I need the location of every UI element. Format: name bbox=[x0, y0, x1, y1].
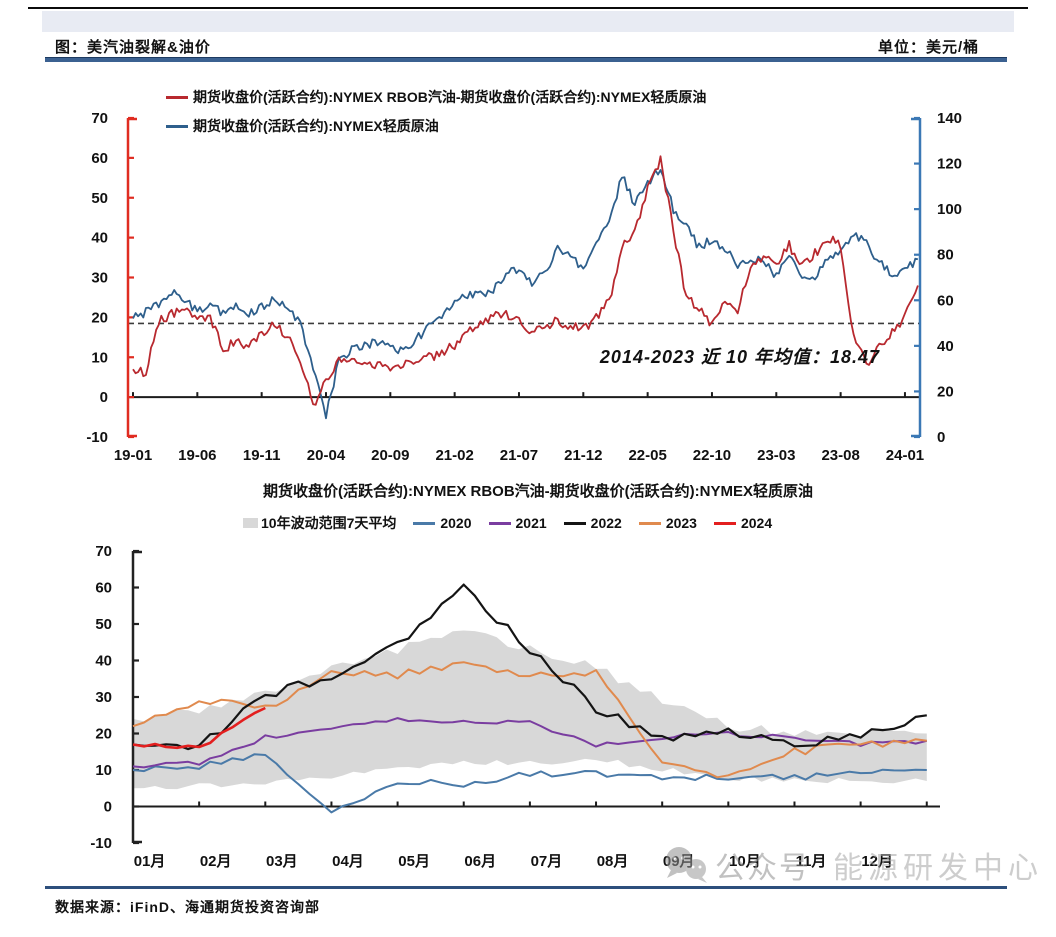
series-line-2024 bbox=[132, 706, 266, 750]
chart2-left-tick-label: 70 bbox=[95, 543, 112, 560]
chart1-x-label: 20-09 bbox=[371, 447, 409, 464]
legend-label: 2023 bbox=[665, 515, 697, 531]
legend-item-2022: 2022 bbox=[563, 515, 622, 531]
chart2-left-tick-label: -10 bbox=[90, 835, 112, 852]
chart1-x-label: 21-07 bbox=[500, 447, 538, 464]
chart1-x-label: 20-04 bbox=[307, 447, 346, 464]
chart2-left-tick-label: 20 bbox=[95, 726, 112, 743]
chart2-x-label: 01月 bbox=[134, 853, 166, 870]
legend-label: 2021 bbox=[515, 515, 547, 531]
band-10yr-range bbox=[133, 630, 927, 790]
wechat-icon bbox=[666, 847, 707, 883]
chart1-left-tick-label: 40 bbox=[91, 230, 108, 247]
chart1-x-label: 22-05 bbox=[628, 447, 666, 464]
line-swatch-2024 bbox=[713, 521, 736, 525]
chart2-x-label: 03月 bbox=[266, 853, 298, 870]
legend-label: 2024 bbox=[740, 515, 773, 531]
legend-item-crack-spread: 期货收盘价(活跃合约):NYMEX RBOB汽油-期货收盘价(活跃合约):NYM… bbox=[166, 88, 706, 106]
legend-label: 期货收盘价(活跃合约):NYMEX RBOB汽油-期货收盘价(活跃合约):NYM… bbox=[193, 89, 707, 105]
line-swatch-2023 bbox=[638, 521, 661, 525]
data-source: 数据来源：iFinD、海通期货投资咨询部 bbox=[55, 899, 320, 915]
wti-line-swatch bbox=[166, 124, 188, 128]
chart1-right-tick-label: 40 bbox=[937, 338, 954, 355]
chart1-x-label: 21-12 bbox=[564, 447, 602, 464]
chart1-left-tick-label: 70 bbox=[91, 110, 108, 127]
chart2-left-tick-label: 10 bbox=[95, 762, 112, 779]
chart1-x-label: 19-11 bbox=[243, 447, 281, 464]
legend-label: 10年波动范围7天平均 bbox=[261, 515, 397, 531]
watermark-text-1: 公众号 bbox=[715, 852, 811, 885]
chart1-left-tick-label: -10 bbox=[86, 429, 108, 446]
legend-label: 2020 bbox=[440, 515, 472, 531]
chart1-left-tick-label: 20 bbox=[91, 309, 108, 326]
header-divider bbox=[45, 57, 1007, 62]
chart1-x-label: 24-01 bbox=[886, 447, 924, 464]
chart2-x-label: 07月 bbox=[531, 853, 563, 870]
chart2-x-label: 08月 bbox=[597, 853, 629, 870]
legend-item-wti: 期货收盘价(活跃合约):NYMEX轻质原油 bbox=[166, 117, 706, 135]
series-line-2022 bbox=[132, 583, 927, 751]
chart1-right-tick-label: 100 bbox=[937, 201, 962, 218]
chart2-left-tick-label: 40 bbox=[95, 653, 112, 670]
legend-item-band: 10年波动范围7天平均 bbox=[243, 513, 396, 533]
chart2-legend: 10年波动范围7天平均 2020 2021 2022 2023 2024 bbox=[243, 513, 772, 533]
chart2-title: 期货收盘价(活跃合约):NYMEX RBOB汽油-期货收盘价(活跃合约):NYM… bbox=[263, 483, 813, 500]
chart1-x-label: 19-01 bbox=[114, 447, 152, 464]
legend-label: 期货收盘价(活跃合约):NYMEX轻质原油 bbox=[193, 118, 439, 134]
chart1-right-tick-label: 120 bbox=[937, 156, 962, 173]
chart2-left-tick-label: 60 bbox=[95, 580, 112, 597]
chart1-left-tick-label: 30 bbox=[91, 270, 108, 287]
watermark-text-2: 能源研发中心 bbox=[833, 852, 1043, 885]
legend-item-2021: 2021 bbox=[488, 515, 547, 531]
chart1-right-tick-label: 20 bbox=[937, 383, 954, 400]
line-swatch-2022 bbox=[563, 521, 586, 525]
mean-annotation: 2014-2023 近 10 年均值：18.47 bbox=[599, 347, 881, 367]
legend-label: 2022 bbox=[590, 515, 622, 531]
watermark: 公众号 能源研发中心 bbox=[663, 843, 1043, 887]
series-line-wti bbox=[132, 169, 919, 420]
chart2-left-tick-label: 0 bbox=[104, 799, 112, 816]
chart1-left-tick-label: 0 bbox=[100, 389, 108, 406]
unit-label: 单位：美元/桶 bbox=[878, 39, 980, 56]
chart1-right-tick-label: 80 bbox=[937, 247, 954, 264]
chart1-left-tick-label: 10 bbox=[91, 349, 108, 366]
legend-item-2020: 2020 bbox=[413, 515, 472, 531]
chart1-x-label: 19-06 bbox=[178, 447, 216, 464]
chart2-x-label: 04月 bbox=[332, 853, 364, 870]
top-border-line bbox=[28, 7, 1028, 9]
header-band bbox=[42, 11, 1014, 32]
chart2-left-tick-label: 30 bbox=[95, 689, 112, 706]
chart1-x-label: 23-08 bbox=[821, 447, 859, 464]
chart1-x-label: 21-02 bbox=[435, 447, 473, 464]
chart1-right-tick-label: 140 bbox=[937, 110, 962, 127]
series-line-2023 bbox=[132, 661, 927, 779]
chart2-left-tick-label: 50 bbox=[95, 616, 112, 633]
legend-item-2024: 2024 bbox=[713, 515, 773, 531]
chart1-left-tick-label: 50 bbox=[91, 190, 108, 207]
line-swatch-2020 bbox=[413, 521, 436, 525]
crack-spread-line-swatch bbox=[166, 95, 188, 99]
legend-item-2023: 2023 bbox=[638, 515, 697, 531]
chart2-x-label: 02月 bbox=[200, 853, 232, 870]
series-line-2020 bbox=[132, 753, 927, 814]
chart-section-title: 图：美汽油裂解&油价 bbox=[55, 39, 211, 56]
chart1-legend: 期货收盘价(活跃合约):NYMEX RBOB汽油-期货收盘价(活跃合约):NYM… bbox=[166, 88, 706, 146]
chart1-right-tick-label: 60 bbox=[937, 292, 954, 309]
chart1-left-tick-label: 60 bbox=[91, 150, 108, 167]
band-swatch bbox=[243, 518, 258, 528]
footer-divider bbox=[45, 886, 1007, 889]
series-line-2021 bbox=[132, 717, 928, 769]
chart1-x-label: 23-03 bbox=[757, 447, 795, 464]
chart1-right-tick-label: 0 bbox=[937, 429, 945, 446]
chart1-x-label: 22-10 bbox=[693, 447, 731, 464]
chart2-x-label: 06月 bbox=[464, 853, 496, 870]
chart2-x-label: 05月 bbox=[398, 853, 430, 870]
line-swatch-2021 bbox=[488, 521, 511, 525]
